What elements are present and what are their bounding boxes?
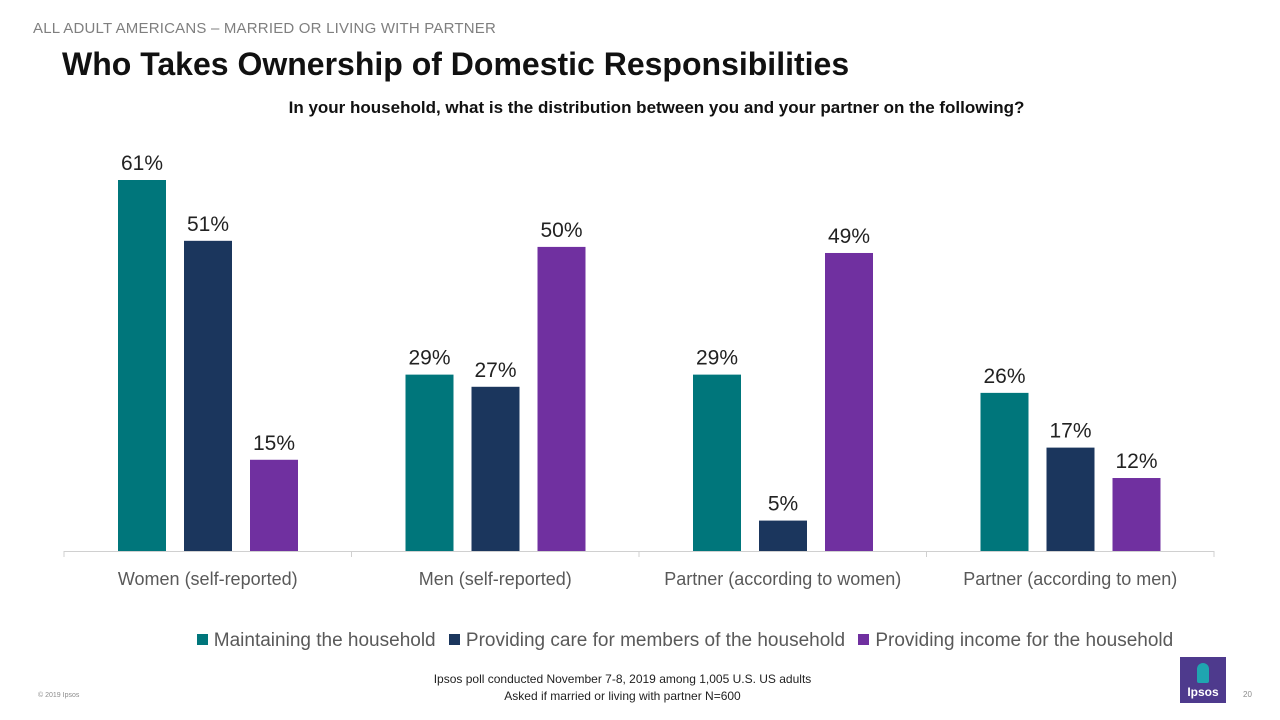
bar-income (825, 252, 873, 551)
footnote-line-2: Asked if married or living with partner … (504, 689, 741, 703)
bar-chart: 61% 51% 15% Women (self-reported) 29% 27% 50% M… (63, 152, 1215, 589)
page-title: Who Takes Ownership of Domestic Responsi… (62, 46, 850, 82)
bar-value-label: 5% (768, 493, 798, 516)
legend-label-maintaining: Maintaining the household (213, 630, 436, 651)
bar-income (537, 246, 586, 551)
bar-maintaining (118, 180, 166, 551)
bar-maintaining (693, 374, 741, 551)
x-tick-label: Partner (according to men) (963, 569, 1177, 589)
legend-item-care: Providing care for members of the househ… (448, 630, 846, 652)
legend-swatch-maintaining (196, 634, 208, 645)
legend-swatch-care (448, 634, 460, 645)
bar-care (184, 240, 232, 551)
bar-value-label: 49% (828, 225, 870, 248)
ipsos-logo: Ipsos (1180, 657, 1226, 703)
chart-legend: Maintaining the household Providing care… (0, 630, 1280, 652)
page-number: 20 (1243, 690, 1252, 699)
bar-care (1046, 447, 1095, 551)
bar-value-label: 50% (540, 219, 582, 242)
bar-value-label: 15% (253, 432, 295, 455)
bar-value-label: 61% (121, 152, 163, 175)
legend-label-income: Providing income for the household (875, 630, 1174, 651)
bar-value-label: 27% (474, 359, 516, 382)
copyright-text: © 2019 Ipsos (38, 692, 80, 699)
bar-income (1112, 478, 1161, 551)
bar-value-label: 51% (187, 213, 229, 236)
legend-item-income: Providing income for the household (858, 630, 1173, 652)
bar-value-label: 17% (1049, 420, 1091, 443)
footnote-line-1: Ipsos poll conducted November 7-8, 2019 … (433, 672, 812, 686)
eyebrow-label: ALL ADULT AMERICANS – MARRIED OR LIVING … (33, 20, 496, 37)
x-tick-label: Men (self-reported) (419, 569, 572, 589)
legend-label-care: Providing care for members of the househ… (465, 630, 846, 651)
footnote: Ipsos poll conducted November 7-8, 2019 … (0, 671, 1245, 705)
bar-value-label: 29% (408, 347, 450, 370)
x-tick-label: Partner (according to women) (664, 569, 901, 589)
bar-value-label: 26% (983, 365, 1025, 388)
bar-care (759, 520, 807, 551)
bar-value-label: 29% (696, 347, 738, 370)
bar-income (250, 459, 298, 551)
bar-maintaining (980, 392, 1029, 551)
legend-swatch-income (858, 634, 870, 645)
bar-care (471, 386, 520, 551)
chart-subtitle: In your household, what is the distribut… (288, 98, 1025, 117)
bar-maintaining (405, 374, 454, 551)
logo-text: Ipsos (1187, 685, 1219, 699)
x-tick-label: Women (self-reported) (118, 569, 298, 589)
bar-value-label: 12% (1115, 450, 1157, 473)
legend-item-maintaining: Maintaining the household (196, 630, 436, 652)
logo-mark-icon (1197, 663, 1209, 683)
